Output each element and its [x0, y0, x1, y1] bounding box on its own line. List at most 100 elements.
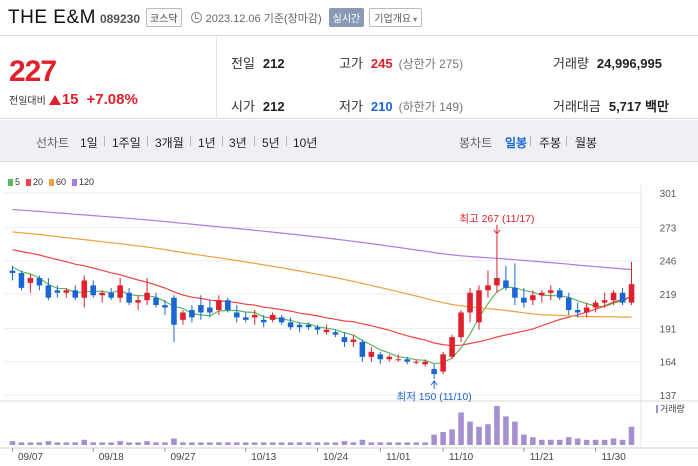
volume-bar [512, 421, 518, 445]
volume-bar [619, 439, 626, 445]
candle-body [36, 277, 43, 286]
candle-body [305, 324, 312, 328]
tab-candle-chart[interactable]: 봉차트 [459, 136, 493, 150]
tab-divider [530, 136, 531, 146]
candle-body [126, 292, 132, 303]
tab-1y[interactable]: 1년 [198, 136, 216, 150]
stock-name: THE E&M [8, 6, 96, 28]
volume-bar [530, 437, 536, 445]
tab-monthly[interactable]: 월봉 [575, 136, 598, 150]
x-tick-label: 11/10 [449, 452, 474, 463]
volume-bar [377, 442, 384, 445]
volume: 거래량 24,996,995 [553, 53, 662, 72]
tab-10y[interactable]: 10년 [293, 136, 318, 150]
y-tick-label: 191 [660, 324, 677, 335]
y-tick-label: 246 [660, 257, 677, 268]
candle-body [458, 312, 464, 338]
volume-bar [296, 442, 303, 445]
company-info-dropdown[interactable]: 기업개요 ▾ [369, 8, 423, 27]
lower-limit: (하한가 149) [398, 100, 464, 114]
upper-limit: (상한가 275) [398, 57, 464, 71]
candle-body [180, 312, 186, 320]
volume-bar [413, 442, 419, 445]
volume-bar [565, 437, 572, 445]
tab-weekly[interactable]: 주봉 [539, 136, 562, 150]
y-tick-label: 164 [660, 358, 677, 369]
volume-bar [126, 442, 132, 445]
volume-bar [171, 438, 177, 445]
tab-3m[interactable]: 3개월 [155, 136, 184, 150]
tab-5y[interactable]: 5년 [262, 136, 280, 150]
volume-bar [117, 441, 123, 445]
volume-bar [404, 442, 411, 445]
volume-label: 거래량 [553, 56, 589, 71]
volume-bar [368, 442, 375, 445]
realtime-button[interactable]: 실시간 [328, 8, 365, 27]
volume-bar [189, 442, 195, 445]
volume-bar [583, 439, 590, 445]
candle-body [45, 285, 52, 298]
volume-bar [359, 439, 366, 445]
ma20-line [12, 249, 632, 347]
y-tick-label: 273 [660, 223, 677, 234]
candle-body [547, 290, 554, 293]
candle-body [377, 354, 384, 360]
tab-1w[interactable]: 1주일 [112, 136, 141, 150]
volume-legend-label: 거래량 [660, 403, 685, 414]
volume-bar [233, 442, 240, 445]
volume-bar [108, 442, 114, 445]
ma-legend: 5 20 60 120 [8, 177, 94, 187]
candle-body [27, 277, 34, 283]
candle-body [251, 314, 258, 318]
volume-bar [72, 442, 79, 445]
volume-bar [601, 439, 608, 445]
low-price: 저가 210 (하한가 149) [339, 96, 463, 115]
header-bar: THE E&M 089230 코스닥 2023.12.06 기준(장마감) 실시… [0, 0, 698, 36]
legend-swatch [26, 178, 32, 186]
volume-bar [242, 442, 249, 445]
volume-bar [386, 442, 393, 445]
candle-body [198, 305, 204, 313]
volume-bar [198, 442, 204, 445]
tab-daily[interactable]: 일봉 [505, 136, 528, 150]
candle-body [278, 317, 285, 323]
volume-bar [180, 442, 186, 445]
tab-divider [254, 136, 255, 146]
high-label: 고가 [339, 56, 363, 71]
trade-amount: 거래대금 5,717 백만 [553, 96, 669, 115]
volume-bar [332, 442, 339, 445]
candle-body [9, 270, 16, 274]
candle-body [485, 285, 491, 291]
volume-bar [458, 412, 464, 445]
tab-divider [286, 136, 287, 146]
candle-body [449, 337, 455, 357]
candle-body [422, 361, 428, 365]
volume-bar [207, 442, 213, 445]
candle-body [332, 332, 339, 335]
candle-body [413, 361, 419, 363]
amount-label: 거래대금 [553, 99, 601, 114]
volume-bar [36, 442, 43, 445]
volume-bar [610, 438, 617, 445]
open-price: 시가 212 [231, 96, 285, 115]
candle-body [314, 327, 321, 330]
legend-ma20: 20 [33, 177, 44, 187]
candle-body [162, 305, 168, 308]
ma60-line [12, 231, 632, 318]
volume-bar [476, 426, 482, 445]
volume-bar [287, 442, 294, 445]
candle-body [440, 354, 446, 372]
tab-line-chart[interactable]: 선차트 [36, 136, 70, 150]
candle-body [171, 297, 177, 325]
tab-3y[interactable]: 3년 [229, 136, 247, 150]
tab-1d[interactable]: 1일 [80, 136, 98, 150]
candle-body [135, 300, 141, 303]
volume-bar [556, 439, 563, 445]
candle-body [233, 312, 240, 318]
candle-body [395, 359, 402, 361]
candle-body [323, 329, 330, 333]
candle-body [601, 300, 608, 303]
volume-bar [81, 439, 88, 445]
clock-icon [190, 12, 202, 23]
